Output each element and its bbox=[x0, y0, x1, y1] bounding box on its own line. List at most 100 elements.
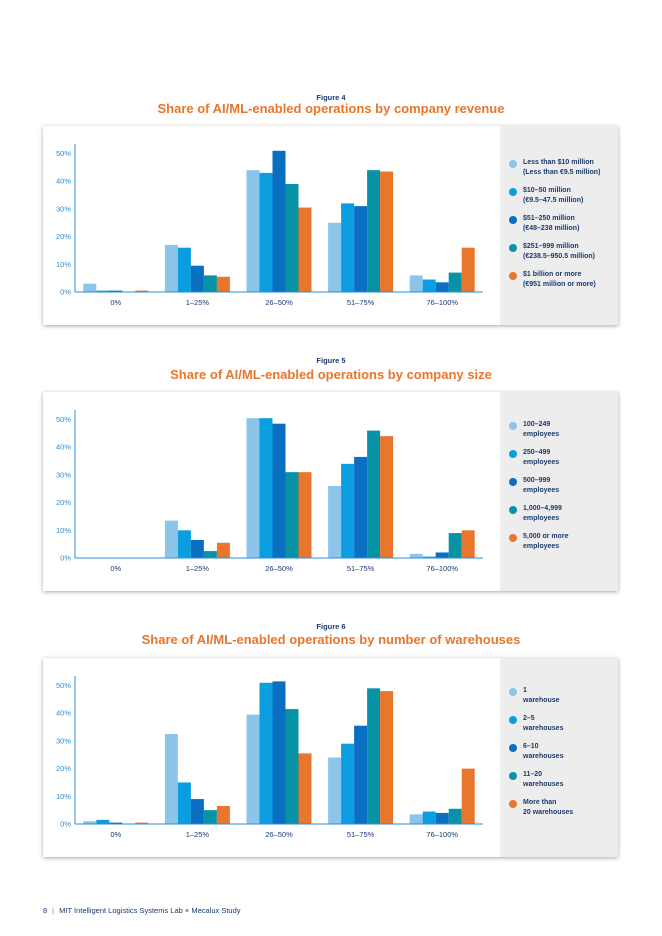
bar bbox=[177, 530, 191, 558]
x-tick-label: 0% bbox=[110, 830, 121, 839]
x-tick-label: 0% bbox=[110, 298, 121, 307]
bar bbox=[109, 290, 123, 292]
bar bbox=[409, 275, 423, 292]
bar bbox=[177, 782, 191, 824]
bar bbox=[190, 265, 204, 292]
legend-swatch bbox=[509, 216, 517, 224]
page-footer: 8 | MIT Intelligent Logistics Systems Lab … bbox=[43, 906, 241, 915]
bar bbox=[135, 290, 149, 292]
y-tick-label: 30% bbox=[56, 736, 71, 745]
x-tick-label: 26–50% bbox=[265, 298, 293, 307]
legend-swatch bbox=[509, 800, 517, 808]
bar bbox=[380, 691, 394, 824]
legend-swatch bbox=[509, 188, 517, 196]
x-tick-label: 76–100% bbox=[426, 830, 458, 839]
footer-separator: | bbox=[52, 906, 55, 915]
legend-label: $51–250 million (€48–238 million) bbox=[523, 215, 580, 232]
legend-swatch bbox=[509, 534, 517, 542]
bar bbox=[380, 171, 394, 292]
legend-swatch bbox=[509, 772, 517, 780]
bar bbox=[409, 553, 423, 558]
legend: 1 warehouse 2–5 warehouses 6–10 warehouses… bbox=[500, 658, 618, 857]
x-tick-label: 1–25% bbox=[186, 564, 210, 573]
bar bbox=[96, 290, 110, 292]
bar bbox=[354, 456, 368, 558]
bar bbox=[246, 170, 260, 292]
bar bbox=[422, 556, 436, 558]
x-tick-label: 1–25% bbox=[186, 830, 210, 839]
bar bbox=[461, 768, 475, 824]
bar bbox=[448, 533, 462, 558]
legend-item: 1,000–4,999 employees bbox=[509, 504, 562, 523]
x-tick-label: 26–50% bbox=[265, 830, 293, 839]
bar bbox=[409, 814, 423, 824]
legend-label: $251–999 million (€238.5–950.5 million) bbox=[523, 243, 595, 260]
x-tick-label: 26–50% bbox=[265, 564, 293, 573]
bar bbox=[135, 822, 149, 824]
legend-item: 6–10 warehouses bbox=[509, 742, 563, 761]
legend-swatch bbox=[509, 272, 517, 280]
bar bbox=[328, 486, 342, 558]
legend-item: 11–20 warehouses bbox=[509, 770, 563, 789]
bar bbox=[164, 520, 178, 558]
legend-label: 2–5 warehouses bbox=[523, 715, 564, 732]
legend-label: Less than $10 million (Less than €9.5 mi… bbox=[523, 159, 601, 176]
legend-item: 1 warehouse bbox=[509, 686, 560, 705]
y-tick-label: 0% bbox=[60, 820, 71, 829]
bar bbox=[203, 551, 217, 558]
bar-chart: 0% 10% 20% 30% 40% 50% 0% 1–25% 26–50% 51–75% 76–1… bbox=[56, 410, 483, 573]
bar bbox=[259, 682, 273, 824]
legend-swatch bbox=[509, 160, 517, 168]
chart-card: 0% 10% 20% 30% 40% 50% 0% 1–25% 26–50% 51–75% 76–1… bbox=[43, 126, 618, 325]
legend-label: 11–20 warehouses bbox=[523, 771, 564, 788]
legend-item: $251–999 million (€238.5–950.5 million) bbox=[509, 242, 595, 261]
bar bbox=[367, 430, 381, 558]
bar bbox=[354, 725, 368, 824]
legend-label: $10–50 million (€9.5–47.5 million) bbox=[523, 187, 584, 204]
bar bbox=[298, 207, 312, 292]
bar bbox=[259, 172, 273, 292]
x-tick-label: 51–75% bbox=[347, 564, 375, 573]
bar bbox=[354, 206, 368, 292]
bar bbox=[448, 272, 462, 292]
bar bbox=[298, 753, 312, 824]
bar bbox=[380, 436, 394, 558]
legend-label: 6–10 warehouses bbox=[523, 743, 564, 760]
bar bbox=[285, 184, 299, 292]
y-tick-label: 0% bbox=[60, 554, 71, 563]
bar bbox=[328, 757, 342, 824]
legend: 100–249 employees 250–499 employees 500–99… bbox=[500, 392, 618, 591]
legend-item: $1 billion or more (€951 million or more… bbox=[509, 270, 596, 289]
bar bbox=[203, 810, 217, 824]
bar bbox=[216, 542, 230, 558]
bar bbox=[367, 688, 381, 824]
legend-swatch bbox=[509, 244, 517, 252]
legend-item: $51–250 million (€48–238 million) bbox=[509, 214, 579, 233]
x-tick-label: 76–100% bbox=[426, 564, 458, 573]
y-tick-label: 40% bbox=[56, 177, 71, 186]
bar bbox=[285, 472, 299, 558]
legend-swatch bbox=[509, 688, 517, 696]
legend-item: More than 20 warehouses bbox=[509, 798, 573, 817]
legend-item: 250–499 employees bbox=[509, 448, 559, 467]
legend-label: 100–249 employees bbox=[523, 421, 560, 438]
y-tick-label: 0% bbox=[60, 288, 71, 297]
legend-label: 1,000–4,999 employees bbox=[523, 505, 562, 522]
y-tick-label: 50% bbox=[56, 681, 71, 690]
bar bbox=[190, 540, 204, 558]
y-tick-label: 40% bbox=[56, 709, 71, 718]
bar bbox=[164, 244, 178, 292]
y-tick-label: 30% bbox=[56, 204, 71, 213]
y-tick-label: 50% bbox=[56, 415, 71, 424]
legend-swatch bbox=[509, 450, 517, 458]
legend-label: 5,000 or more employees bbox=[523, 533, 569, 550]
bar bbox=[341, 743, 355, 824]
legend-item: 500–999 employees bbox=[509, 476, 559, 495]
bar bbox=[259, 418, 273, 558]
y-tick-label: 40% bbox=[56, 443, 71, 452]
x-tick-label: 0% bbox=[110, 564, 121, 573]
legend-label: 1 warehouse bbox=[523, 687, 560, 704]
bar bbox=[246, 418, 260, 558]
legend-label: 250–499 employees bbox=[523, 449, 560, 466]
legend-swatch bbox=[509, 422, 517, 430]
